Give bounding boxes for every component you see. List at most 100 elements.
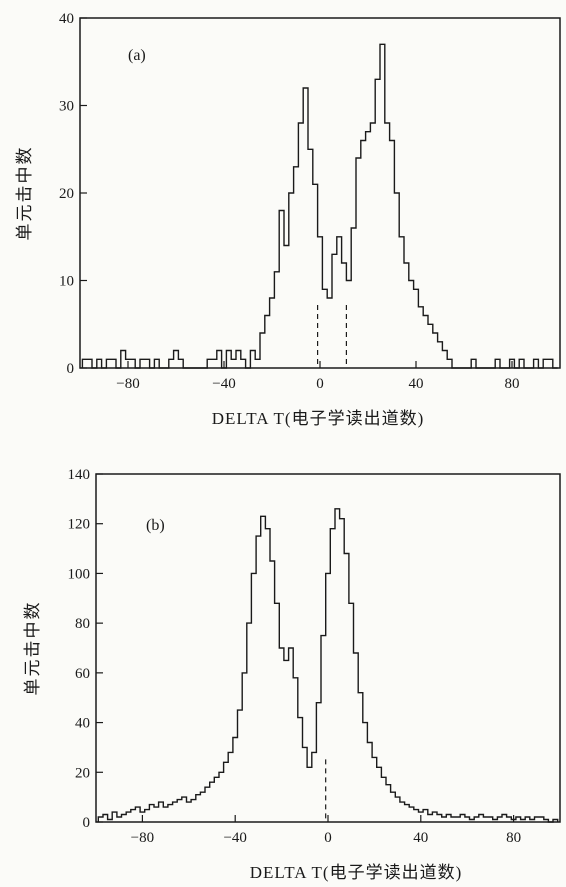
histogram-bin	[516, 817, 521, 822]
x-tick-label: −80	[116, 376, 139, 392]
histogram-bin	[375, 79, 380, 368]
histogram-bin	[126, 359, 131, 368]
histogram-panel-b: −80 −40 0 40 80 0 20 40 60 80 100 120 140 (b) DELTA …	[23, 467, 561, 882]
panel-label: (a)	[128, 47, 146, 64]
histogram-bin	[279, 211, 284, 369]
histogram-bin	[313, 184, 318, 368]
histogram-panel-a: −80 −40 0 40 80 0 10 20 30 40 (a) DELTA T(电子学读出道数…	[15, 11, 561, 428]
y-tick-label: 100	[68, 566, 91, 582]
histogram-bin	[219, 772, 224, 822]
histogram-bin	[279, 648, 284, 822]
histogram-bin	[322, 289, 327, 368]
histogram-bin	[534, 359, 539, 368]
panel-label: (b)	[146, 517, 165, 534]
histogram-bin	[186, 802, 191, 822]
histogram-bin	[380, 44, 385, 368]
histogram-bin	[265, 529, 270, 822]
histogram-bin	[377, 767, 382, 822]
histogram-bin	[519, 359, 524, 368]
histogram-bin	[370, 123, 375, 368]
histogram-bin	[284, 660, 289, 822]
y-tick-label: 30	[59, 99, 74, 115]
histogram-bin	[251, 573, 256, 822]
y-tick-label: 60	[75, 666, 90, 682]
histogram-bin	[471, 359, 476, 368]
histogram-outline	[81, 43, 558, 369]
histogram-bin	[460, 815, 465, 822]
x-tick-label: 80	[505, 376, 520, 392]
histogram-bin	[168, 805, 173, 822]
histogram-bin	[428, 324, 433, 368]
histogram-bin	[308, 149, 313, 368]
histogram-bin	[177, 800, 182, 822]
histogram-bin	[210, 782, 215, 822]
histogram-bin	[337, 237, 342, 368]
histogram-bin	[145, 810, 150, 822]
histogram-bin	[346, 281, 351, 369]
histogram-bin	[289, 193, 294, 368]
histogram-bin	[399, 237, 404, 368]
histogram-bin	[87, 359, 92, 368]
histogram-bin	[274, 272, 279, 368]
histogram-bin	[284, 246, 289, 369]
histogram-bin	[140, 359, 145, 368]
histogram-bin	[539, 817, 544, 822]
histogram-bin	[298, 123, 303, 368]
histogram-bin	[510, 359, 515, 368]
histogram-bin	[394, 193, 399, 368]
histogram-bin	[163, 807, 168, 822]
histogram-bin	[238, 710, 243, 822]
histogram-bin	[433, 333, 438, 368]
histogram-bin	[483, 817, 488, 822]
y-tick-label: 120	[68, 517, 91, 533]
histogram-bin	[400, 802, 405, 822]
histogram-bin	[321, 636, 326, 822]
histogram-bin	[214, 777, 219, 822]
histogram-bin	[205, 787, 210, 822]
histogram-bin	[442, 351, 447, 369]
y-tick-label: 0	[83, 815, 91, 831]
histogram-bin	[507, 817, 512, 822]
histogram-bin	[212, 359, 217, 368]
histogram-bin	[356, 158, 361, 368]
histogram-bin	[236, 351, 241, 369]
histogram-bin	[361, 141, 366, 369]
x-axis-title: DELTA T(电子学读出道数)	[212, 409, 425, 428]
histogram-bin	[354, 653, 359, 822]
histogram-bin	[447, 359, 452, 368]
histogram-bin	[423, 810, 428, 822]
axis-ticks: −80 −40 0 40 80 0 20 40 60 80 100 120 140	[68, 467, 522, 846]
histogram-bin	[438, 342, 443, 368]
histogram-bin	[122, 815, 127, 822]
histogram-bin	[182, 797, 187, 822]
y-tick-label: 10	[59, 274, 74, 290]
x-tick-label: 40	[413, 830, 428, 846]
histogram-bin	[112, 812, 117, 822]
histogram-bin	[174, 351, 179, 369]
histogram-bin	[270, 298, 275, 368]
histogram-bin	[154, 359, 159, 368]
y-tick-label: 40	[75, 716, 90, 732]
histogram-bin	[255, 359, 260, 368]
histogram-bin	[260, 333, 265, 368]
histogram-bin	[330, 529, 335, 822]
y-tick-label: 40	[59, 11, 74, 27]
x-tick-label: 0	[324, 830, 332, 846]
x-tick-label: −40	[212, 376, 235, 392]
x-tick-label: 0	[316, 376, 324, 392]
histogram-bin	[456, 817, 461, 822]
dashed-markers	[317, 305, 347, 368]
histogram-bin	[442, 817, 447, 822]
histogram-bin	[327, 298, 332, 368]
histogram-bin	[428, 815, 433, 822]
histogram-bin	[98, 817, 103, 822]
histogram-bin	[294, 167, 299, 368]
histogram-bin	[451, 817, 456, 822]
histogram-bin	[366, 132, 371, 368]
histogram-bin	[367, 742, 372, 822]
histogram-bin	[332, 254, 337, 368]
histogram-bin	[385, 123, 390, 368]
histogram-bin	[418, 812, 423, 822]
histogram-bin	[391, 792, 396, 822]
